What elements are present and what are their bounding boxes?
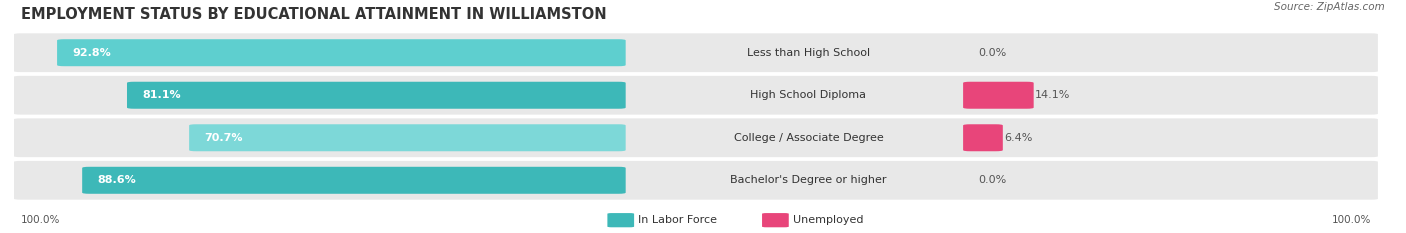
Text: Unemployed: Unemployed — [793, 215, 863, 225]
Text: Bachelor's Degree or higher: Bachelor's Degree or higher — [730, 175, 887, 185]
Text: 88.6%: 88.6% — [97, 175, 136, 185]
FancyBboxPatch shape — [82, 167, 626, 194]
Text: 6.4%: 6.4% — [1004, 133, 1032, 143]
FancyBboxPatch shape — [13, 117, 1379, 158]
Text: 70.7%: 70.7% — [205, 133, 243, 143]
FancyBboxPatch shape — [963, 124, 1002, 151]
FancyBboxPatch shape — [607, 213, 634, 227]
FancyBboxPatch shape — [762, 213, 789, 227]
Text: High School Diploma: High School Diploma — [751, 90, 866, 100]
Text: 100.0%: 100.0% — [21, 215, 60, 225]
FancyBboxPatch shape — [963, 82, 1033, 109]
Text: College / Associate Degree: College / Associate Degree — [734, 133, 883, 143]
FancyBboxPatch shape — [127, 82, 626, 109]
FancyBboxPatch shape — [13, 159, 1379, 201]
Text: 100.0%: 100.0% — [1331, 215, 1371, 225]
Text: 92.8%: 92.8% — [73, 48, 111, 58]
Text: Source: ZipAtlas.com: Source: ZipAtlas.com — [1274, 2, 1385, 12]
Text: 0.0%: 0.0% — [979, 48, 1007, 58]
FancyBboxPatch shape — [13, 32, 1379, 74]
Text: 14.1%: 14.1% — [1035, 90, 1070, 100]
FancyBboxPatch shape — [190, 124, 626, 151]
Text: EMPLOYMENT STATUS BY EDUCATIONAL ATTAINMENT IN WILLIAMSTON: EMPLOYMENT STATUS BY EDUCATIONAL ATTAINM… — [21, 7, 607, 22]
Text: In Labor Force: In Labor Force — [638, 215, 717, 225]
Text: 0.0%: 0.0% — [979, 175, 1007, 185]
Text: 81.1%: 81.1% — [142, 90, 181, 100]
FancyBboxPatch shape — [58, 39, 626, 66]
FancyBboxPatch shape — [13, 75, 1379, 116]
Text: Less than High School: Less than High School — [747, 48, 870, 58]
